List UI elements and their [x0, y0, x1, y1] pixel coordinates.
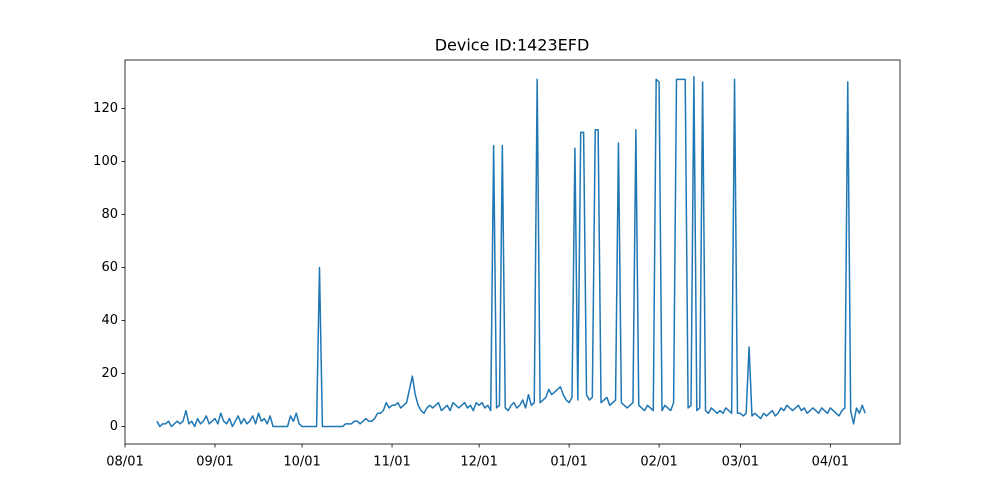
chart-title: Device ID:1423EFD: [435, 36, 590, 55]
x-tick-label: 01/01: [550, 455, 587, 470]
x-tick-label: 04/01: [812, 455, 849, 470]
x-tick-label: 10/01: [283, 455, 320, 470]
y-tick-label: 60: [101, 260, 118, 275]
x-tick-label: 03/01: [722, 455, 759, 470]
y-tick-label: 80: [101, 207, 118, 222]
x-tick-label: 12/01: [460, 455, 497, 470]
y-tick-label: 40: [101, 313, 118, 328]
axes-frame: [124, 59, 901, 445]
data-line: [156, 75, 866, 428]
x-tick-label: 08/01: [106, 455, 143, 470]
x-tick-label: 11/01: [373, 455, 410, 470]
x-tick-label: 09/01: [196, 455, 233, 470]
y-tick-label: 0: [110, 419, 118, 434]
y-tick-label: 100: [93, 154, 118, 169]
y-tick-label: 20: [101, 366, 118, 381]
y-tick-label: 120: [93, 101, 118, 116]
x-tick-label: 02/01: [640, 455, 677, 470]
